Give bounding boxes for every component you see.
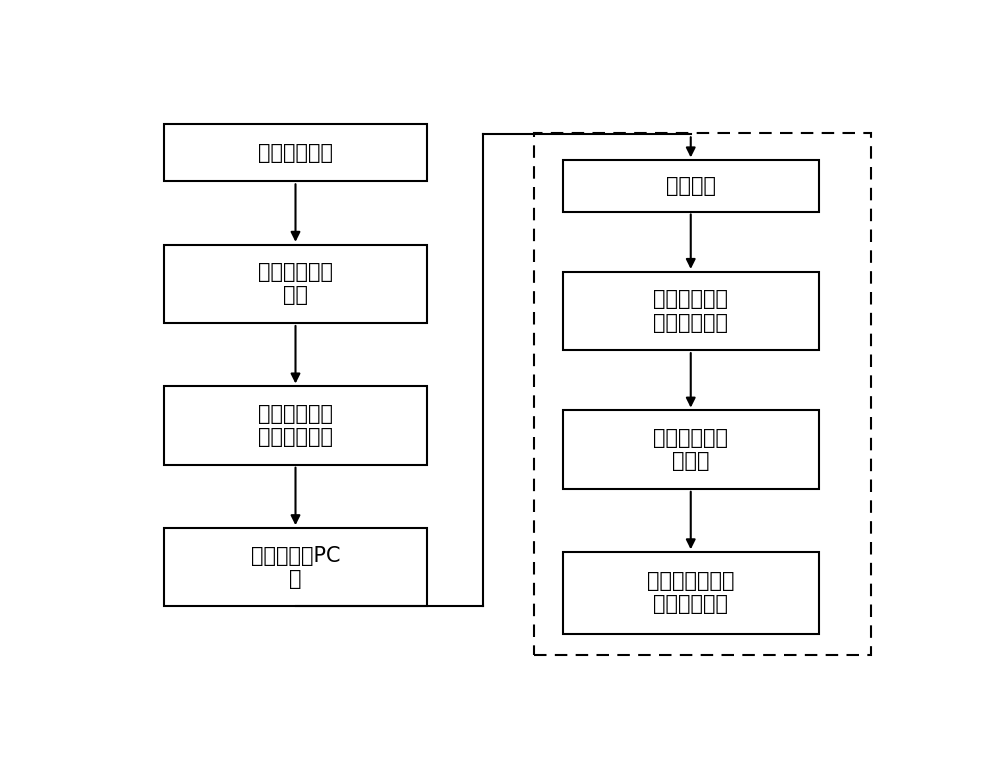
Text: 将原始数据转
换为温度数据: 将原始数据转 换为温度数据 <box>258 404 333 447</box>
Bar <box>164 386 427 465</box>
Bar <box>164 244 427 323</box>
Bar <box>563 161 819 211</box>
Bar <box>563 272 819 350</box>
Text: 数据传输至PC
机: 数据传输至PC 机 <box>251 546 340 589</box>
Text: 数据传输至单
片机: 数据传输至单 片机 <box>258 262 333 305</box>
Bar <box>563 410 819 489</box>
Bar <box>164 528 427 606</box>
Text: 提取峰值作为
特征量: 提取峰值作为 特征量 <box>653 428 728 471</box>
Text: 代入最小二乘分
类器进行分类: 代入最小二乘分 类器进行分类 <box>647 572 734 615</box>
Bar <box>534 133 871 655</box>
Bar <box>563 552 819 633</box>
Text: 原始数据采集: 原始数据采集 <box>258 143 333 163</box>
Bar <box>164 124 427 182</box>
Text: 对温度数据进
行傅里叶变换: 对温度数据进 行傅里叶变换 <box>653 290 728 333</box>
Text: 数据处理: 数据处理 <box>666 176 716 196</box>
